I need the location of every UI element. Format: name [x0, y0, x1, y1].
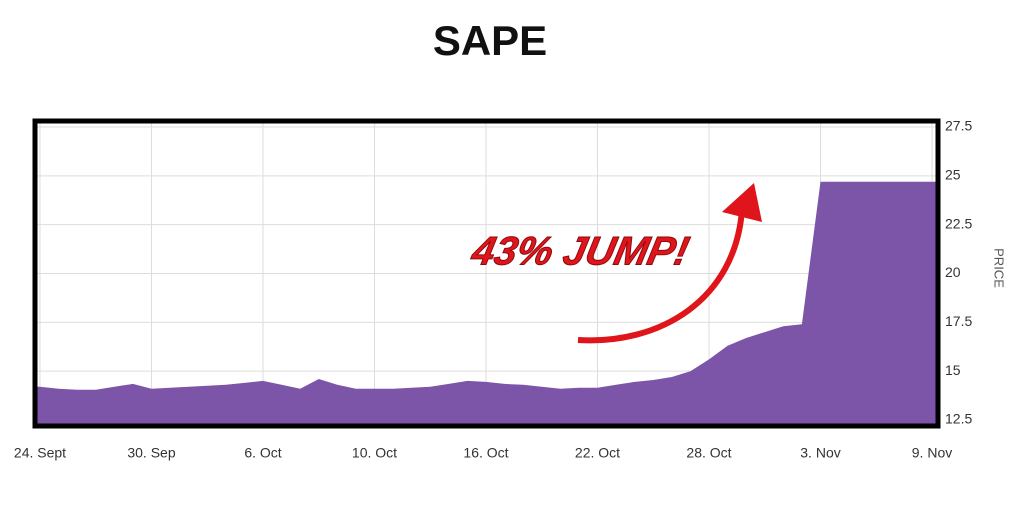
annotation: 43% JUMP! — [467, 228, 693, 273]
area — [37, 181, 936, 426]
y-tick-label: 12.5 — [945, 411, 972, 427]
x-tick-label: 9. Nov — [912, 445, 952, 461]
x-tick-label: 6. Oct — [244, 445, 281, 461]
y-axis-title: PRICE — [992, 248, 1007, 288]
x-tick-label: 28. Oct — [686, 445, 731, 461]
x-tick-label: 3. Nov — [800, 445, 840, 461]
x-tick-label: 10. Oct — [352, 445, 397, 461]
y-tick-label: 27.5 — [945, 118, 972, 134]
x-tick-label: 24. Sept — [14, 445, 66, 461]
chart-title: SAPE — [433, 17, 547, 64]
plot-area — [37, 123, 936, 426]
y-tick-label: 20 — [945, 264, 961, 280]
annotation-arrow — [577, 209, 745, 344]
y-tick-label: 15 — [945, 362, 961, 378]
annotation-arrowhead — [722, 183, 762, 222]
x-tick-label: 22. Oct — [575, 445, 620, 461]
y-tick-label: 17.5 — [945, 313, 972, 329]
plot-border — [32, 118, 941, 429]
y-tick-label: 22.5 — [945, 215, 972, 231]
x-tick-label: 30. Sep — [127, 445, 175, 461]
x-tick-label: 16. Oct — [463, 445, 508, 461]
y-tick-label: 25 — [945, 167, 961, 183]
